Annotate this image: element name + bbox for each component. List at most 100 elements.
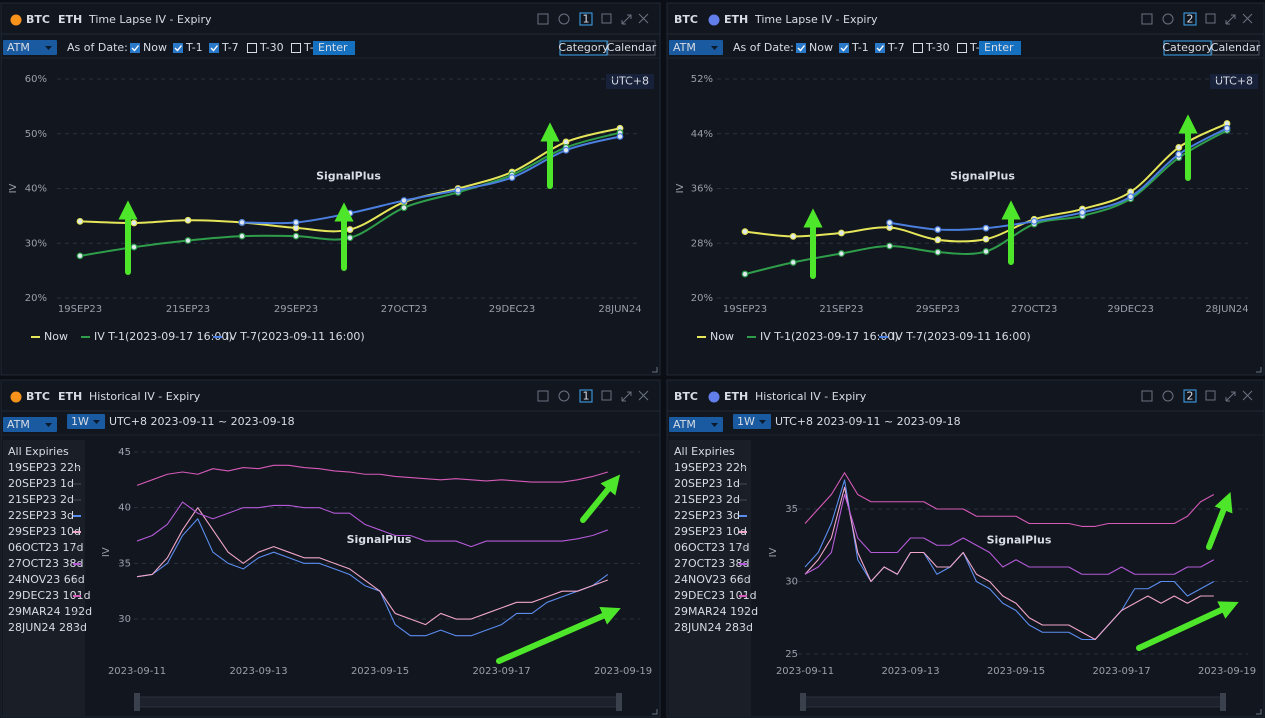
expiry-item[interactable]: 29MAR24 192d	[674, 605, 758, 618]
point-marker	[346, 226, 354, 233]
panel-title: Time Lapse IV - Expiry	[88, 13, 212, 26]
point-marker	[400, 197, 408, 204]
icon-close[interactable]	[1242, 390, 1253, 401]
coin-tab[interactable]: ETH	[58, 390, 82, 403]
y-tick-label: 20%	[691, 293, 713, 304]
expiry-item[interactable]: 27OCT23 38d	[674, 557, 750, 570]
view-toggle[interactable]	[559, 40, 608, 56]
annotation-arrow	[496, 607, 621, 664]
icon-copy[interactable]	[601, 390, 612, 401]
expiry-item[interactable]: 24NOV23 66d	[8, 573, 85, 586]
icon-external[interactable]	[1141, 390, 1153, 402]
checkmark	[131, 45, 140, 52]
dropdown[interactable]	[3, 40, 57, 55]
checkbox[interactable]	[291, 43, 301, 53]
expiry-item[interactable]: 29DEC23 101d	[8, 589, 91, 602]
checkbox[interactable]	[796, 43, 806, 53]
icon-close[interactable]	[638, 13, 649, 24]
expiry-item[interactable]: 21SEP23 2d	[674, 493, 740, 506]
scroll-handle[interactable]	[134, 693, 140, 711]
expiry-item[interactable]: 28JUN24 283d	[8, 621, 87, 634]
icon-copy[interactable]	[1205, 390, 1216, 401]
date-input[interactable]	[979, 41, 1021, 55]
expiry-item[interactable]: 19SEP23 22h	[8, 461, 81, 474]
icon-external[interactable]	[537, 13, 549, 25]
checkbox[interactable]	[247, 43, 257, 53]
icon-refresh[interactable]	[558, 13, 570, 25]
checkbox[interactable]	[957, 43, 967, 53]
coin-tab[interactable]: BTC	[26, 13, 50, 26]
coin-tab[interactable]: ETH	[724, 13, 748, 26]
icon-expand[interactable]	[1225, 391, 1236, 402]
expiry-item[interactable]: 21SEP23 2d	[8, 493, 74, 506]
dropdown[interactable]	[67, 414, 105, 429]
point-marker	[238, 219, 246, 226]
coin-tab[interactable]: BTC	[674, 13, 698, 26]
icon-expand[interactable]	[621, 391, 632, 402]
icon-refresh[interactable]	[1162, 13, 1174, 25]
icon-expand[interactable]	[621, 14, 632, 25]
checkbox[interactable]	[913, 43, 923, 53]
coin-tab[interactable]: ETH	[58, 13, 82, 26]
dropdown[interactable]	[733, 414, 771, 429]
icon-external[interactable]	[537, 390, 549, 402]
expiry-item[interactable]: 29SEP23 10d	[674, 525, 747, 538]
expiry-item[interactable]: 28JUN24 283d	[674, 621, 753, 634]
expiry-item[interactable]: 22SEP23 3d	[674, 509, 740, 522]
view-toggle[interactable]	[607, 40, 656, 56]
icon-copy[interactable]	[1205, 13, 1216, 24]
expiry-item[interactable]: 06OCT23 17d	[8, 541, 84, 554]
badge-box	[579, 12, 593, 26]
icon-close[interactable]	[1242, 13, 1253, 24]
legend-label: IV T-1	[760, 330, 791, 343]
view-toggle-label: Calendar	[1211, 41, 1261, 54]
checkbox[interactable]	[173, 43, 183, 53]
date-range: UTC+8 2023-09-11 ~ 2023-09-18	[109, 415, 295, 428]
checkbox[interactable]	[839, 43, 849, 53]
expiry-item[interactable]: 24NOV23 66d	[674, 573, 751, 586]
checkmark	[210, 45, 219, 52]
expiry-item[interactable]: 29MAR24 192d	[8, 605, 92, 618]
y-tick-label: 40	[118, 503, 131, 514]
expiry-item[interactable]: 29SEP23 10d	[8, 525, 81, 538]
coin-tab[interactable]: ETH	[724, 390, 748, 403]
view-toggle[interactable]	[1163, 40, 1212, 56]
view-toggle[interactable]	[1211, 40, 1260, 56]
scroll-handle[interactable]	[616, 693, 622, 711]
point-marker	[292, 224, 300, 232]
checkbox[interactable]	[875, 43, 885, 53]
expiry-item[interactable]: 19SEP23 22h	[674, 461, 747, 474]
scroll-handle[interactable]	[800, 693, 806, 711]
expiry-item[interactable]: 20SEP23 1d	[8, 477, 74, 490]
coin-tab[interactable]: BTC	[26, 390, 50, 403]
checkbox[interactable]	[130, 43, 140, 53]
dropdown-caret	[93, 420, 100, 424]
dropdown[interactable]	[669, 417, 723, 432]
expiry-item[interactable]: 06OCT23 17d	[674, 541, 750, 554]
point-marker	[1175, 150, 1183, 158]
expiry-item[interactable]: 27OCT23 38d	[8, 557, 84, 570]
point-marker	[346, 209, 354, 217]
y-tick-label: 25	[785, 649, 798, 660]
checkbox-label: T-30	[925, 41, 950, 54]
expiry-item[interactable]: 29DEC23 101d	[674, 589, 757, 602]
icon-copy[interactable]	[601, 13, 612, 24]
annotation-arrow	[580, 474, 621, 523]
date-input[interactable]	[313, 41, 355, 55]
checkmark	[840, 45, 849, 52]
scroll-handle[interactable]	[1220, 693, 1226, 711]
point-marker	[741, 270, 749, 278]
icon-close[interactable]	[638, 390, 649, 401]
icon-refresh[interactable]	[558, 390, 570, 402]
expiry-item[interactable]: 22SEP23 3d	[8, 509, 74, 522]
point-marker	[1127, 193, 1134, 201]
icon-refresh[interactable]	[1162, 390, 1174, 402]
icon-expand[interactable]	[1225, 14, 1236, 25]
dropdown[interactable]	[669, 40, 723, 55]
coin-tab[interactable]: BTC	[674, 390, 698, 403]
expiry-item[interactable]: 20SEP23 1d	[674, 477, 740, 490]
checkbox[interactable]	[209, 43, 219, 53]
icon-external[interactable]	[1141, 13, 1153, 25]
panel-title: Historical IV - Expiry	[89, 390, 201, 403]
dropdown[interactable]	[3, 417, 57, 432]
